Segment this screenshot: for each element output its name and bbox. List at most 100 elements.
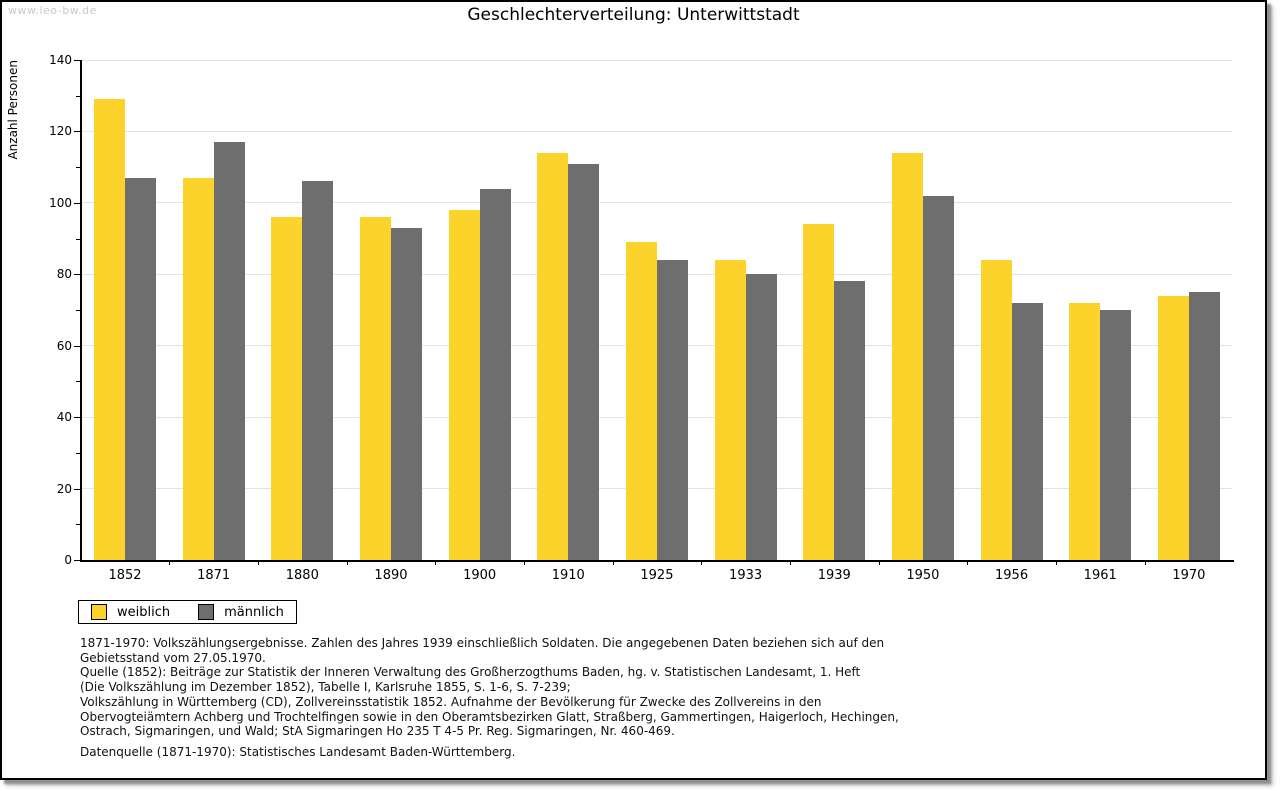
gridline <box>82 59 1232 61</box>
y-tick-label: 140 <box>49 53 72 67</box>
bar-group: 1970 <box>1157 60 1220 583</box>
y-axis-tick <box>74 417 80 419</box>
x-category-label: 1890 <box>374 568 408 583</box>
x-category-label: 1933 <box>729 568 763 583</box>
y-axis-tick <box>74 131 80 133</box>
y-axis-tick <box>74 60 80 61</box>
y-axis-label: Anzahl Personen <box>6 60 20 160</box>
x-axis-tick <box>612 560 614 565</box>
x-axis-tick <box>435 560 437 565</box>
bar-group: 1925 <box>625 60 688 583</box>
bar-maennlich <box>302 181 334 560</box>
bar-weiblich <box>182 177 214 560</box>
bar-groups: 1852 1871 1880 1890 1900 1910 1925 1933 1939 1950… <box>82 60 1232 583</box>
x-category-label: 1925 <box>640 568 674 583</box>
caption-line: Obervogteiämtern Achberg und Trochtelfin… <box>80 709 899 724</box>
bar-weiblich <box>891 152 923 560</box>
x-category-label: 1970 <box>1172 568 1206 583</box>
bar-maennlich <box>390 227 422 560</box>
x-axis-tick <box>967 560 969 565</box>
bar-weiblich <box>714 260 746 560</box>
bar-weiblich <box>271 217 303 560</box>
y-axis-minor-tick <box>76 310 80 311</box>
y-tick-label: 80 <box>56 267 72 282</box>
caption-line: Quelle (1852): Beiträge zur Statistik de… <box>80 665 861 680</box>
chart-title: Geschlechterverteilung: Unterwittstadt <box>467 5 800 25</box>
bar-group: 1933 <box>714 60 777 583</box>
bar-weiblich <box>448 210 480 560</box>
y-axis-minor-tick <box>76 381 80 383</box>
bar-maennlich <box>745 274 777 560</box>
bar-weiblich <box>980 260 1012 560</box>
caption-source: Datenquelle (1871-1970): Statistisches L… <box>80 745 516 759</box>
bar-maennlich <box>479 188 511 560</box>
bar-weiblich <box>94 99 125 560</box>
bar-maennlich <box>1011 302 1043 560</box>
y-tick-label: 60 <box>56 338 72 353</box>
bar-group: 1871 <box>182 60 245 583</box>
bar-maennlich <box>1188 292 1220 560</box>
x-category-label: 1939 <box>817 568 851 583</box>
y-tick-label: 0 <box>64 553 72 567</box>
bar-weiblich <box>537 152 569 560</box>
bar-weiblich <box>1069 302 1101 560</box>
legend-label: männlich <box>224 604 284 620</box>
caption-text: 1871-1970: Volkszählungsergebnisse. Zahl… <box>80 636 899 739</box>
legend: weiblich männlich <box>78 600 297 624</box>
caption-line: (Die Volkszählung im Dezember 1852), Tab… <box>80 680 571 695</box>
bar-group: 1890 <box>359 60 422 583</box>
y-tick-label: 40 <box>56 410 72 425</box>
legend-label: weiblich <box>117 604 171 620</box>
x-axis-tick <box>878 560 880 565</box>
bar-weiblich <box>803 224 835 560</box>
y-tick-label: 120 <box>49 124 72 139</box>
plot-area: 0 20 40 60 80 100 120 140 1852 1871 1880 1890 1900 19… <box>49 53 1234 583</box>
y-axis-minor-tick <box>76 524 80 526</box>
x-axis-tick <box>790 560 791 565</box>
x-category-label: 1871 <box>197 568 231 583</box>
bar-maennlich <box>1100 310 1132 560</box>
bar-maennlich <box>213 142 245 560</box>
bar-weiblich <box>1157 295 1189 560</box>
bar-group: 1900 <box>448 60 511 583</box>
caption-line: Gebietsstand vom 27.05.1970. <box>80 650 266 665</box>
y-axis-minor-tick <box>76 167 80 169</box>
y-axis-minor-tick <box>76 95 80 97</box>
x-category-label: 1900 <box>463 568 497 583</box>
gridline <box>82 130 1232 132</box>
y-axis-tick <box>74 202 80 204</box>
bar-group: 1910 <box>537 60 600 583</box>
bar-group: 1956 <box>980 60 1043 583</box>
watermark: www.leo-bw.de <box>8 4 97 17</box>
bar-group: 1880 <box>271 60 334 583</box>
legend-item: männlich <box>198 604 284 620</box>
gridline <box>82 202 1232 204</box>
caption-line: Volkszählung in Württemberg (CD), Zollve… <box>80 694 822 709</box>
y-axis-tick <box>74 488 80 490</box>
y-axis-tick <box>74 345 80 347</box>
caption-line: 1871-1970: Volkszählungsergebnisse. Zahl… <box>80 636 885 650</box>
x-category-label: 1910 <box>551 568 585 583</box>
y-axis-tick <box>74 560 80 561</box>
bar-group: 1939 <box>803 60 866 583</box>
bar-maennlich <box>656 260 688 560</box>
bar-group: 1961 <box>1069 60 1132 583</box>
y-axis-minor-tick <box>76 238 80 240</box>
y-axis-tick <box>74 274 80 276</box>
x-axis-tick <box>701 560 703 565</box>
y-tick-label: 20 <box>56 481 72 496</box>
bar-maennlich <box>922 195 954 560</box>
legend-swatch-weiblich <box>91 604 107 620</box>
x-category-label: 1880 <box>285 568 319 583</box>
bar-maennlich <box>568 163 600 560</box>
bar-maennlich <box>834 281 866 560</box>
x-category-label: 1950 <box>906 568 940 583</box>
x-category-label: 1956 <box>995 568 1029 583</box>
caption-line: Ostrach, Sigmaringen, und Wald; StA Sigm… <box>80 724 675 739</box>
x-axis-tick <box>1056 560 1057 565</box>
bar-maennlich <box>125 177 156 560</box>
x-axis-tick <box>258 560 259 565</box>
y-axis-minor-tick <box>76 452 80 454</box>
legend-swatch-maennlich <box>198 604 215 620</box>
